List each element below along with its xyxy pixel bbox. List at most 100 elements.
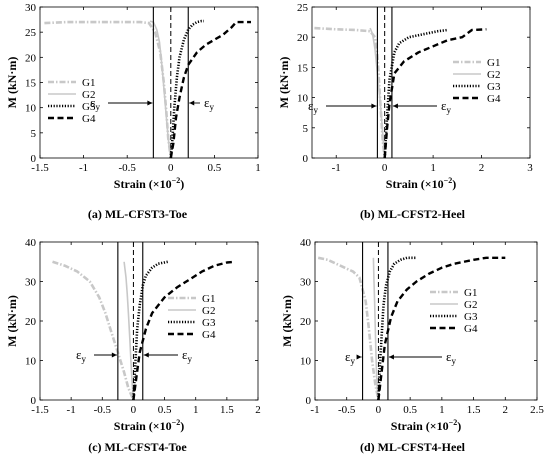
x-tick-label: -1 [67, 404, 76, 416]
y-tick-label: 5 [31, 128, 37, 140]
x-axis-label: Strain (×10−2) [114, 176, 184, 191]
y-tick-label: 0 [306, 395, 312, 407]
legend-label-g2: G2 [202, 305, 215, 317]
y-tick-label: 25 [297, 2, 309, 14]
epsilon-arrowhead-right [189, 100, 195, 106]
legend-label-g2: G2 [487, 69, 500, 81]
x-tick-label: 3 [527, 162, 533, 174]
y-tick-label: 10 [25, 103, 37, 115]
epsilon-y-label-right: εy [441, 98, 451, 115]
series-g1-line [44, 20, 173, 159]
x-tick-label: -0.5 [94, 404, 112, 416]
y-tick-label: 0 [31, 153, 37, 165]
legend-label-g4: G4 [487, 93, 501, 105]
series-g1-line [52, 260, 135, 401]
plot-frame [314, 241, 538, 401]
series-g2-line [123, 261, 135, 401]
legend-label-g3: G3 [82, 101, 96, 113]
y-tick-label: 20 [25, 52, 37, 64]
legend-label-g4: G4 [464, 323, 478, 335]
legend-label-g1: G1 [487, 57, 500, 69]
x-tick-label: -1.5 [31, 404, 49, 416]
x-tick-label: 2 [503, 404, 509, 416]
legend-label-g1: G1 [82, 77, 95, 89]
x-tick-label: -1.5 [31, 162, 49, 174]
y-tick-label: 30 [25, 277, 37, 289]
series-g4-line [377, 256, 506, 401]
x-tick-label: 1 [430, 162, 436, 174]
x-tick-label: 2 [479, 162, 485, 174]
y-tick-label: 25 [25, 27, 37, 39]
x-tick-label: 0.5 [158, 404, 172, 416]
chart-d: -1 -0.5 0 0.5 1 1.5 2 2.5 0 10 20 30 40 M (kN·m) Strai… [280, 237, 544, 433]
y-tick-label: 20 [25, 316, 37, 328]
panel-b: -1 0 1 2 3 0 5 10 15 20 25 M (kN·m) Strain (×10−2) G1… [275, 0, 550, 230]
chart-c-caption: (c) ML-CFST4-Toe [88, 440, 187, 454]
x-tick-label: -1 [310, 404, 319, 416]
epsilon-arrowhead-left [371, 103, 377, 109]
x-axis-label: Strain (×10−2) [114, 418, 184, 433]
epsilon-arrowhead-right [143, 352, 149, 358]
series-g3-line [132, 260, 168, 401]
y-tick-label: 10 [300, 356, 312, 368]
series-g3-line [377, 256, 417, 401]
x-tick-label: 0 [131, 404, 137, 416]
series-g4-line [169, 20, 251, 159]
chart-b: -1 0 1 2 3 0 5 10 15 20 25 M (kN·m) Strain (×10−2) G1… [277, 2, 533, 191]
x-tick-label: 2 [255, 404, 261, 416]
y-tick-label: 0 [303, 153, 309, 165]
x-tick-label: -1 [332, 162, 341, 174]
series-g3-line [383, 28, 448, 159]
y-tick-label: 20 [297, 32, 309, 44]
y-tick-label: 5 [303, 123, 309, 135]
epsilon-y-label-left: εy [308, 98, 318, 115]
panel-d: -1 -0.5 0 0.5 1 1.5 2 2.5 0 10 20 30 40 M (kN·m) Strai… [275, 232, 550, 461]
x-tick-label: 0 [382, 162, 388, 174]
y-tick-label: 0 [31, 395, 37, 407]
epsilon-arrowhead-left [356, 354, 362, 360]
x-tick-label: 1.5 [220, 404, 234, 416]
x-tick-label: 0.5 [208, 162, 222, 174]
legend-label-g4: G4 [82, 113, 96, 125]
series-g4-line [383, 28, 487, 159]
legend-label-g4: G4 [202, 329, 216, 341]
plot-frame [311, 6, 531, 159]
y-axis-label: M (kN·m) [280, 295, 294, 347]
y-tick-label: 10 [25, 356, 37, 368]
y-tick-label: 30 [300, 277, 312, 289]
legend-label-g3: G3 [464, 311, 478, 323]
epsilon-arrowhead-right [388, 354, 394, 360]
x-tick-label: 1 [193, 404, 199, 416]
x-tick-label: 1 [439, 404, 445, 416]
legend-label-g3: G3 [487, 81, 501, 93]
series-g3-line [169, 19, 204, 159]
y-tick-label: 15 [297, 62, 309, 74]
x-axis-label: Strain (×10−2) [386, 176, 456, 191]
y-axis-label: M (kN·m) [5, 295, 19, 347]
y-tick-label: 10 [297, 93, 309, 105]
chart-b-caption: (b) ML-CFST2-Heel [360, 207, 465, 221]
epsilon-y-label-right: εy [182, 347, 192, 364]
series-g4-line [132, 260, 235, 401]
epsilon-y-label-left: εy [345, 349, 355, 366]
series-g1-line [317, 256, 380, 401]
series-g2-line [372, 257, 380, 401]
legend-label-g3: G3 [202, 317, 216, 329]
y-tick-label: 40 [25, 237, 37, 249]
epsilon-y-label-right: εy [446, 349, 456, 366]
series-g2-line [149, 20, 172, 159]
x-axis-label: Strain (×10−2) [391, 418, 461, 433]
epsilon-arrowhead-left [147, 100, 153, 106]
epsilon-y-label-left: εy [76, 347, 86, 364]
legend-label-g2: G2 [464, 299, 477, 311]
epsilon-y-label-left: εy [90, 95, 100, 112]
y-axis-label: M (kN·m) [5, 57, 19, 109]
panel-c: -1.5 -1 -0.5 0 0.5 1 1.5 2 0 10 20 30 40 M (kN·m) Stra… [0, 232, 275, 461]
x-tick-label: 1.5 [467, 404, 481, 416]
y-tick-label: 30 [25, 2, 37, 14]
x-tick-label: -0.5 [118, 162, 136, 174]
y-tick-label: 15 [25, 78, 37, 90]
chart-d-caption: (d) ML-CFST4-Heel [360, 440, 465, 454]
x-tick-label: 2.5 [530, 404, 544, 416]
